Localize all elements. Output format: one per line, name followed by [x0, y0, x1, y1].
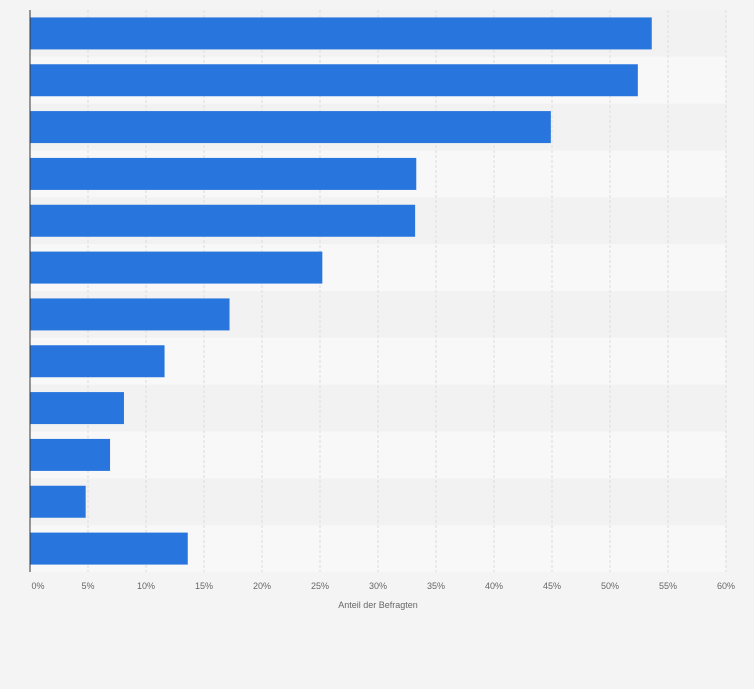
x-tick-label: 20% — [253, 581, 271, 591]
bar — [30, 345, 165, 378]
bar — [30, 485, 86, 518]
bar — [30, 298, 230, 331]
bar — [30, 111, 551, 144]
x-tick-label: 35% — [427, 581, 445, 591]
x-tick-label: 0% — [31, 581, 44, 591]
x-tick-label: 45% — [543, 581, 561, 591]
bar — [30, 157, 417, 190]
x-tick-label: 15% — [195, 581, 213, 591]
bar — [30, 251, 323, 284]
bar — [30, 392, 124, 425]
x-axis-title: Anteil der Befragten — [338, 600, 418, 610]
bars — [30, 17, 652, 565]
x-tick-label: 40% — [485, 581, 503, 591]
gridlines — [87, 10, 727, 572]
x-tick-label: 55% — [659, 581, 677, 591]
bar — [30, 64, 638, 97]
x-tick-label: 50% — [601, 581, 619, 591]
x-tick-label: 30% — [369, 581, 387, 591]
bar — [30, 204, 416, 237]
x-axis-ticks: 0% 5% 10% 15% 20% 25% 30% 35% 40% 45% 50% 55% 60% — [31, 581, 735, 591]
bar — [30, 438, 111, 471]
x-tick-label: 25% — [311, 581, 329, 591]
x-tick-label: 5% — [81, 581, 94, 591]
bar — [30, 17, 652, 50]
x-tick-label: 60% — [717, 581, 735, 591]
bar — [30, 532, 188, 565]
x-tick-label: 10% — [137, 581, 155, 591]
